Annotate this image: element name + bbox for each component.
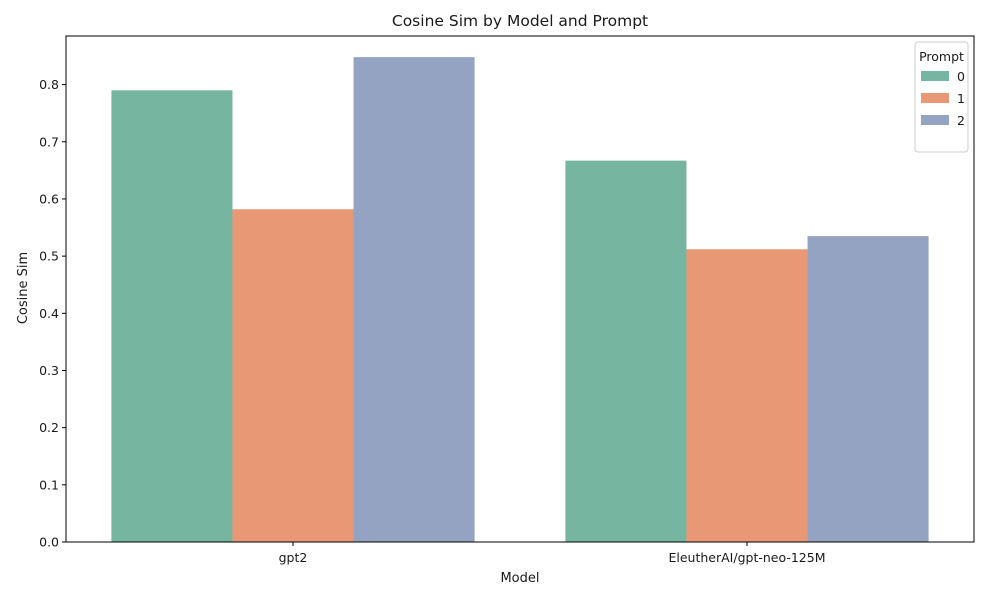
legend-label-1: 1: [957, 91, 965, 106]
y-tick-label: 0.4: [39, 306, 59, 321]
x-tick-label: EleutherAI/gpt-neo-125M: [668, 550, 825, 565]
legend-swatch-1: [921, 93, 949, 103]
y-tick-label: 0.2: [39, 420, 59, 435]
bar-series-0-1: [111, 90, 233, 542]
y-tick-label: 0.8: [39, 77, 59, 92]
y-tick-label: 0.3: [39, 363, 59, 378]
bar-series-2-1: [353, 57, 475, 543]
legend-swatch-2: [921, 115, 949, 125]
bar-series-1-2: [686, 249, 808, 542]
y-tick-label: 0.1: [39, 477, 59, 492]
legend-label-0: 0: [957, 69, 965, 84]
x-axis-label: Model: [500, 571, 539, 586]
legend-title: Prompt: [919, 49, 964, 64]
x-tick-label: gpt2: [279, 550, 308, 565]
legend-label-2: 2: [957, 113, 965, 128]
y-tick-label: 0.6: [39, 191, 59, 206]
y-tick-label: 0.0: [39, 535, 59, 550]
chart-title: Cosine Sim by Model and Prompt: [392, 12, 648, 30]
y-tick-label: 0.7: [39, 134, 59, 149]
axes-frame: [65, 35, 975, 543]
bar-series-2-2: [807, 236, 929, 543]
bar-series-0-2: [565, 160, 687, 542]
y-tick-label: 0.5: [39, 249, 59, 264]
legend: Prompt 0 1 2: [914, 41, 969, 153]
plot-area: 0.0 0.1 0.2 0.3 0.4 0.5 0.6 0.7 0.8 gpt2 EleutherA…: [39, 35, 975, 565]
legend-swatch-0: [921, 71, 949, 81]
y-axis-label: Cosine Sim: [16, 252, 31, 324]
bar-series-1-1: [232, 209, 354, 543]
